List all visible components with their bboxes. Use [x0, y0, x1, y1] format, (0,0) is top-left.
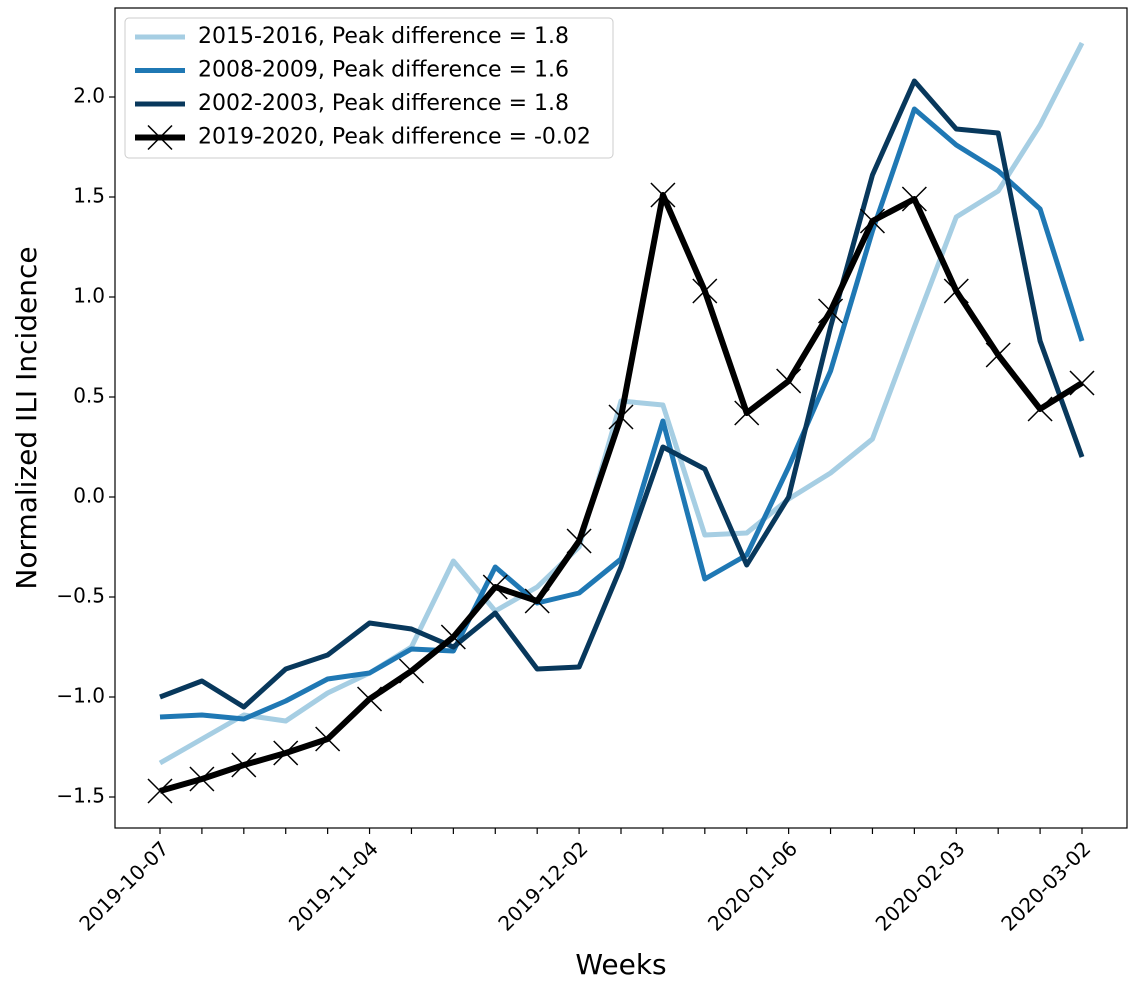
series-line — [159, 192, 1084, 794]
marker — [818, 298, 844, 324]
marker — [1027, 396, 1053, 422]
marker — [189, 766, 215, 792]
legend-marker — [147, 124, 173, 151]
x-tick-label: 2020-03-02 — [996, 836, 1095, 935]
y-tick-label: −0.5 — [56, 584, 105, 608]
y-tick-label: 1.5 — [73, 184, 105, 208]
legend-label: 2015-2016, Peak difference = 1.8 — [198, 24, 569, 49]
y-tick-label: 0.0 — [73, 484, 105, 508]
y-tick-label: 1.0 — [73, 284, 105, 308]
x-tick-label: 2019-12-02 — [493, 836, 592, 935]
marker — [1069, 370, 1095, 396]
y-tick-label: 2.0 — [73, 84, 105, 108]
y-axis-label: Normalized ILI Incidence — [10, 246, 43, 589]
marker — [985, 342, 1011, 368]
marker — [943, 278, 969, 304]
marker — [608, 404, 634, 430]
marker — [901, 186, 927, 212]
marker — [734, 400, 760, 426]
x-tick-label: 2020-01-06 — [703, 836, 802, 935]
legend-label: 2002-2003, Peak difference = 1.8 — [198, 91, 569, 116]
marker — [650, 182, 676, 208]
marker — [440, 624, 466, 650]
marker — [859, 208, 885, 234]
marker — [524, 588, 550, 614]
series-line — [159, 106, 1085, 722]
marker — [273, 740, 299, 766]
marker — [776, 368, 802, 394]
marker — [566, 528, 592, 554]
legend-box — [124, 17, 614, 159]
marker — [398, 658, 424, 684]
series-line — [159, 78, 1085, 710]
marker — [231, 752, 257, 778]
x-axis-label: Weeks — [575, 948, 666, 981]
marker — [692, 278, 718, 304]
x-tick-label: 2019-11-04 — [284, 836, 383, 935]
marker — [315, 726, 341, 752]
y-tick-label: −1.0 — [56, 684, 105, 708]
y-tick-label: −1.5 — [56, 784, 105, 808]
x-tick-label: 2020-02-03 — [871, 836, 970, 935]
x-tick-label: 2019-10-07 — [74, 836, 173, 935]
legend-label: 2008-2009, Peak difference = 1.6 — [198, 58, 569, 83]
marker — [482, 574, 508, 600]
legend-label: 2019-2020, Peak difference = -0.02 — [198, 125, 591, 150]
marker — [357, 686, 383, 712]
y-tick-label: 0.5 — [73, 384, 105, 408]
marker — [147, 778, 173, 804]
